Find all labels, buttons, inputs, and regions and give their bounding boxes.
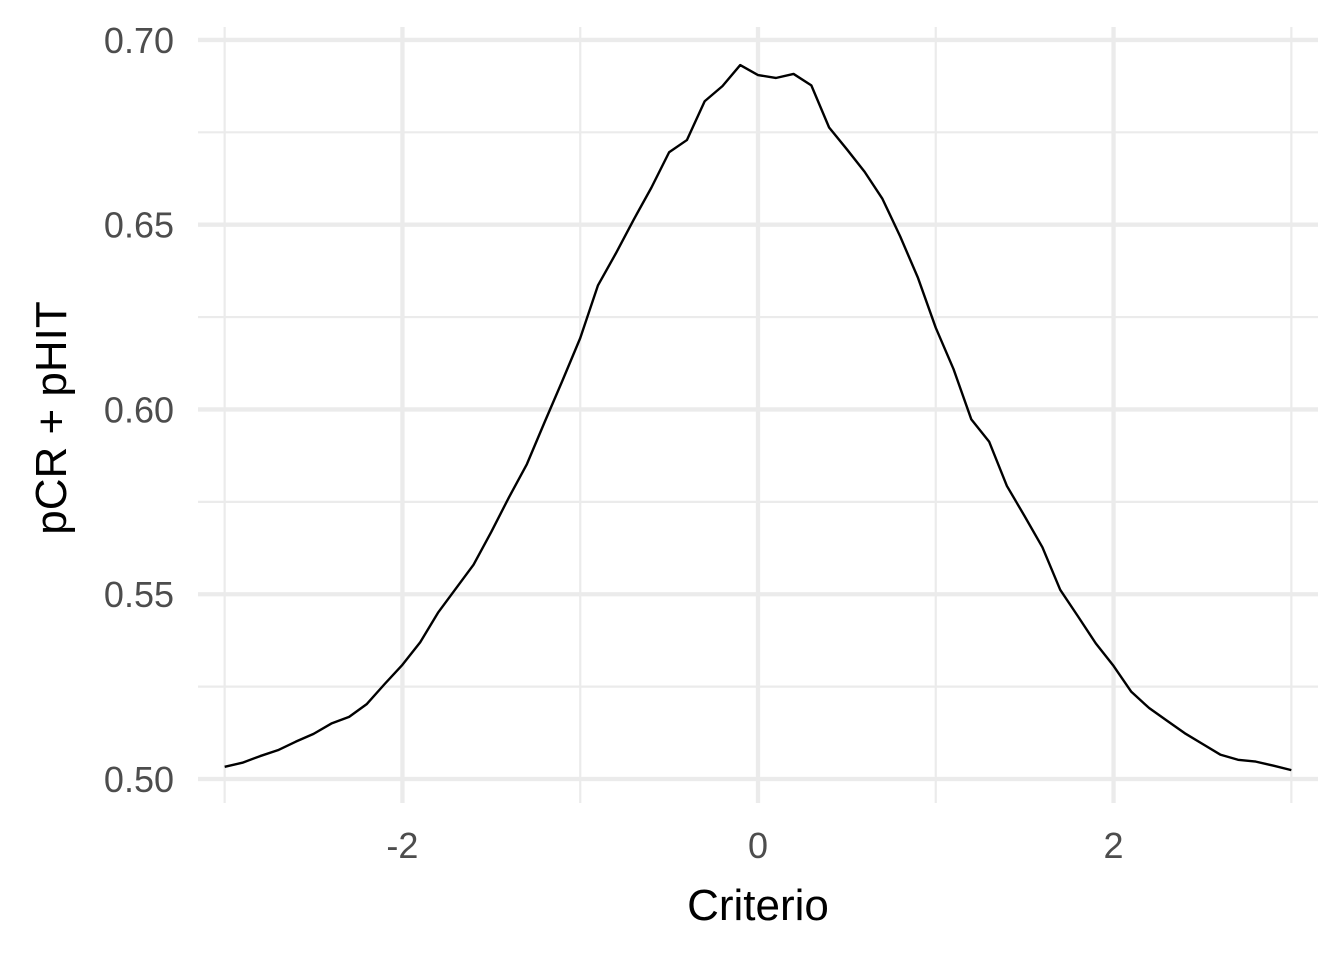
x-tick-label: 0 bbox=[748, 825, 768, 866]
y-tick-label: 0.55 bbox=[104, 574, 174, 615]
major-gridlines bbox=[198, 27, 1318, 803]
series-line bbox=[224, 63, 1292, 772]
y-tick-label: 0.70 bbox=[104, 20, 174, 61]
y-axis-tick-labels: 0.50 0.55 0.60 0.65 0.70 bbox=[104, 20, 174, 800]
y-tick-label: 0.50 bbox=[104, 759, 174, 800]
plot-area bbox=[224, 63, 1292, 772]
y-tick-label: 0.65 bbox=[104, 205, 174, 246]
x-axis-tick-labels: -2 0 2 bbox=[386, 825, 1123, 866]
x-tick-label: -2 bbox=[386, 825, 418, 866]
y-tick-label: 0.60 bbox=[104, 389, 174, 430]
x-axis-title: Criterio bbox=[687, 881, 829, 930]
y-axis-title: pCR + pHIT bbox=[27, 301, 76, 535]
x-tick-label: 2 bbox=[1104, 825, 1124, 866]
